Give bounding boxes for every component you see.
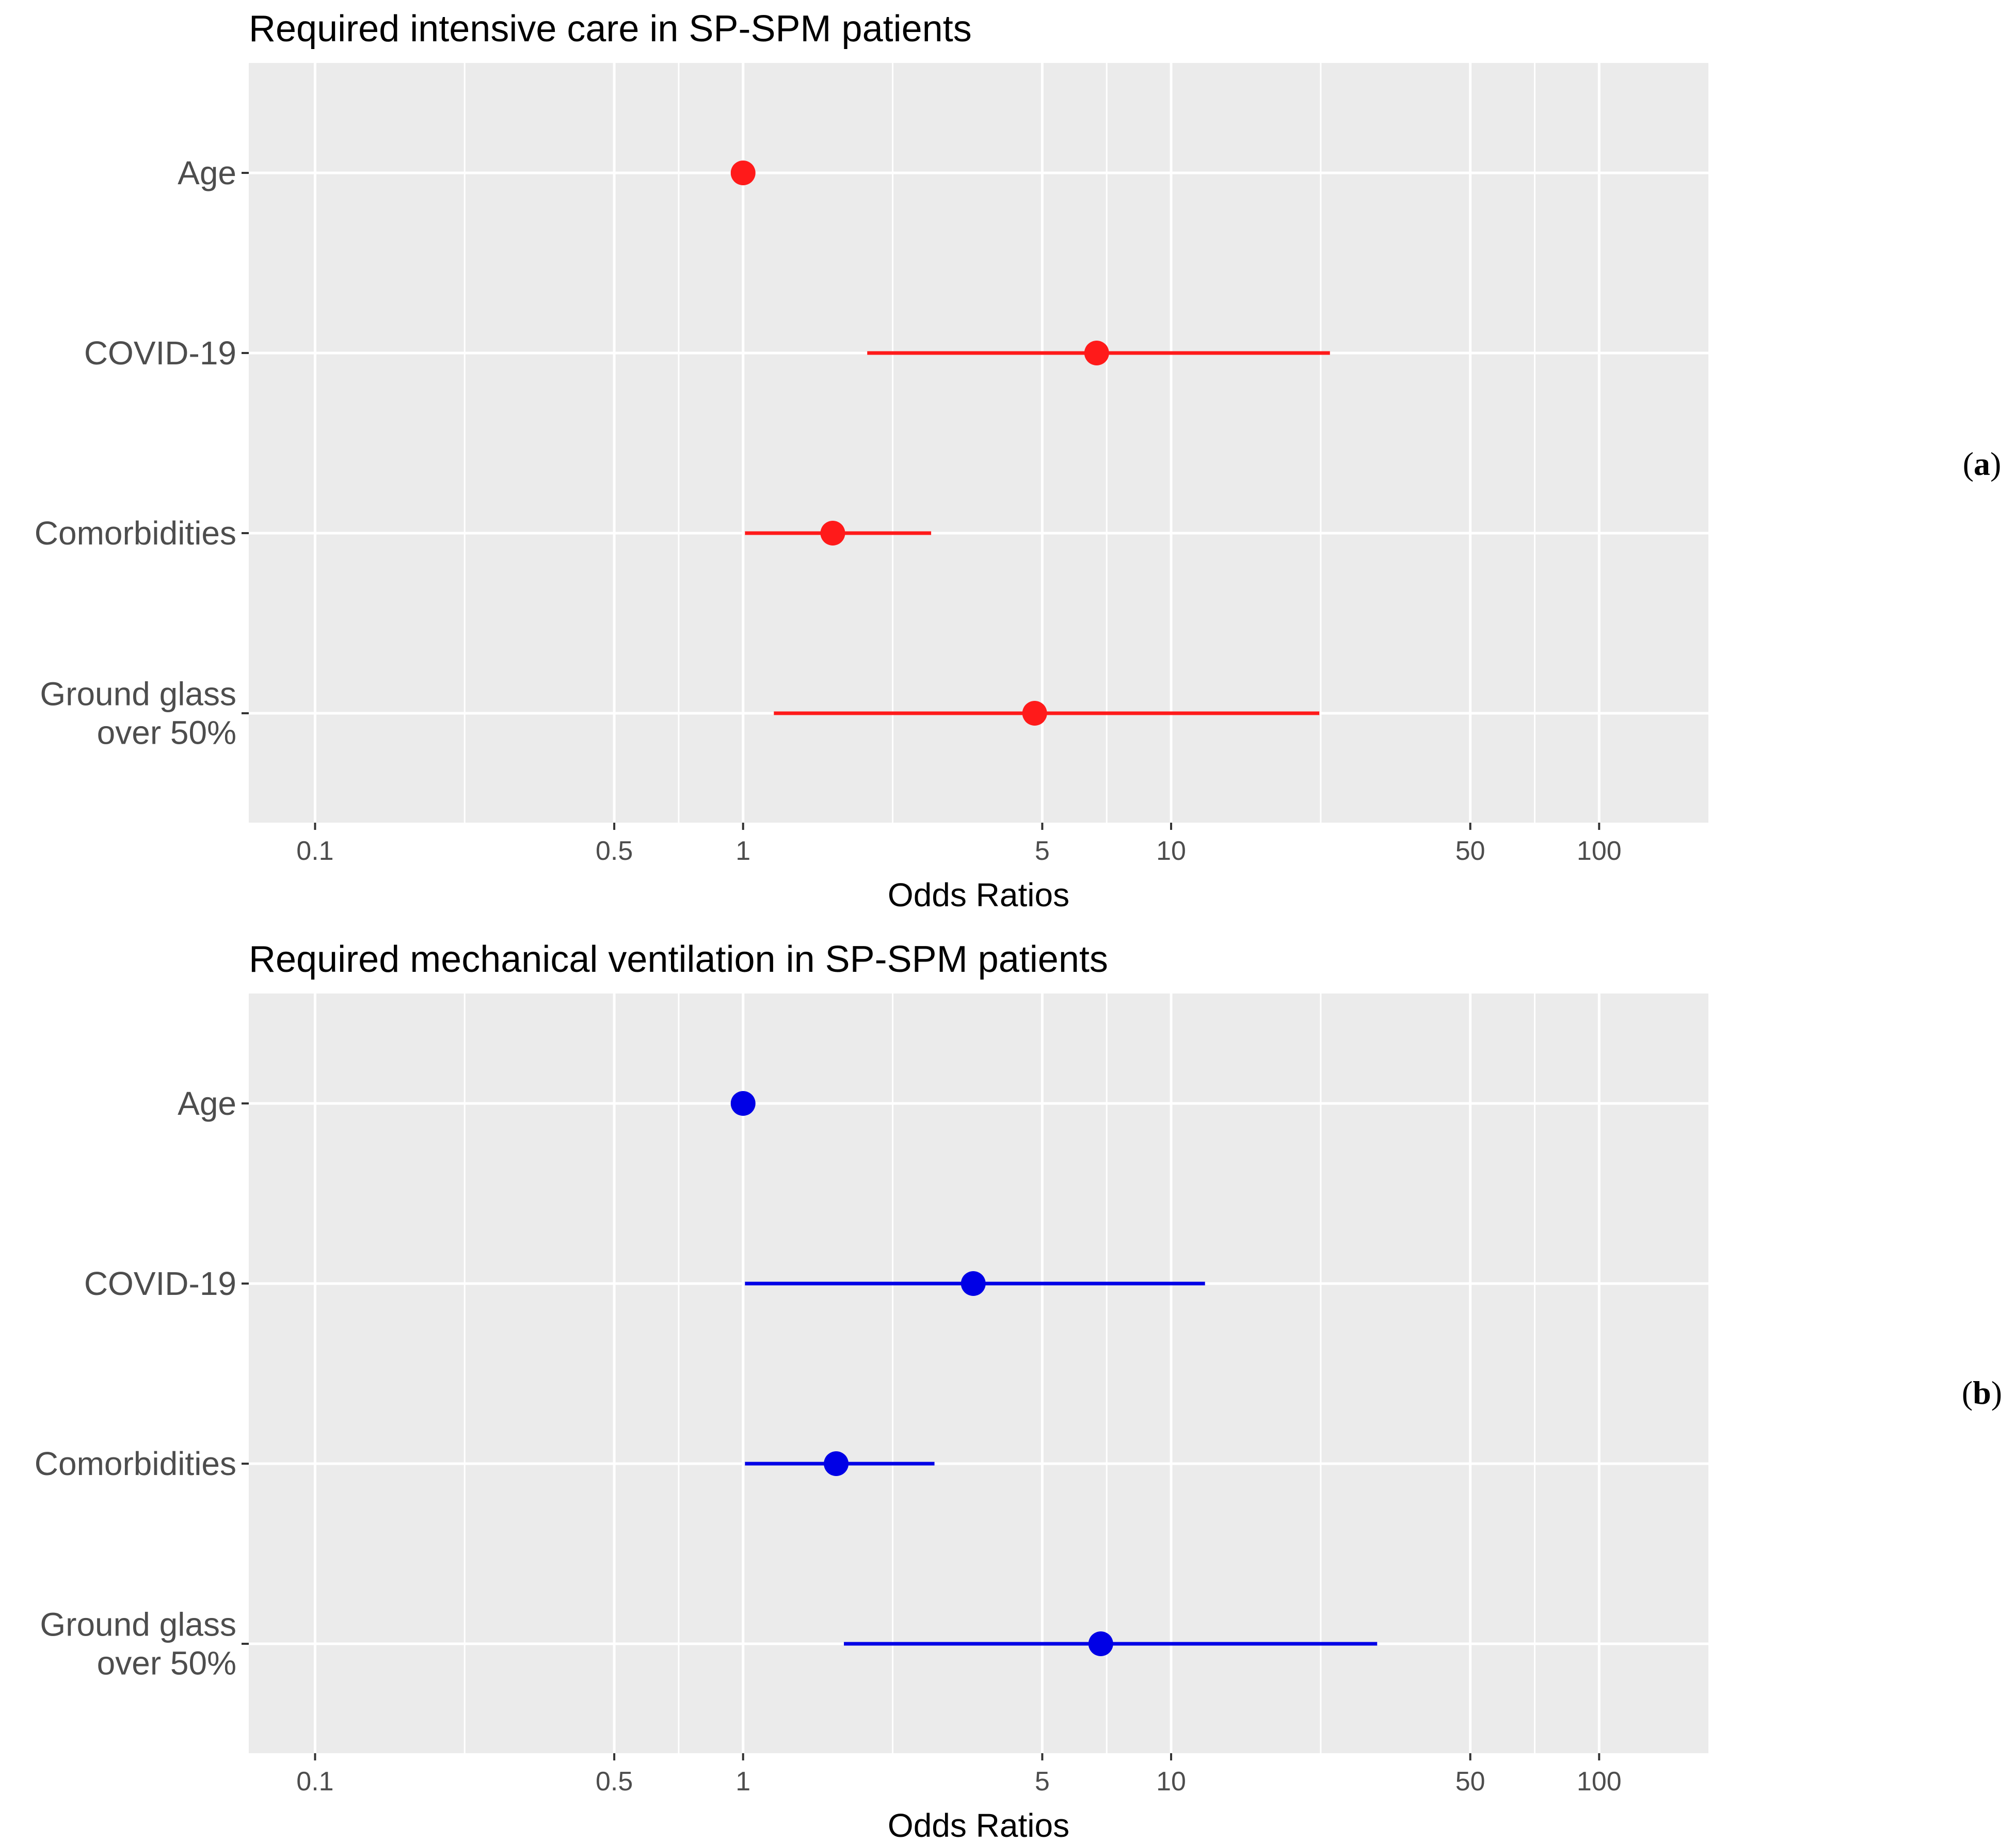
panel-tag: (b) xyxy=(1962,1374,2002,1411)
x-tick-label: 100 xyxy=(1577,1767,1622,1797)
x-tick-label: 5 xyxy=(1035,1767,1050,1797)
panel-tag-open: ( xyxy=(1963,445,1974,482)
row-label-line: Ground glass xyxy=(40,1606,236,1643)
row-label-line: Age xyxy=(178,1085,236,1122)
x-tick-label: 50 xyxy=(1455,1767,1485,1797)
row-label: Comorbidities xyxy=(35,1445,236,1482)
odds-ratio-point xyxy=(1084,341,1109,365)
row-label-line: COVID-19 xyxy=(84,334,236,372)
odds-ratio-point xyxy=(1022,701,1047,726)
plot-panel-background xyxy=(249,993,1708,1753)
chart-panel-b: Required mechanical ventilation in SP-SP… xyxy=(35,939,2002,1843)
panel-tag: (a) xyxy=(1963,445,2002,482)
row-label: Comorbidities xyxy=(35,515,236,552)
row-label: Ground glass over 50% xyxy=(40,1606,236,1682)
row-label: COVID-19 xyxy=(84,1265,236,1302)
row-label-line: over 50% xyxy=(97,714,236,751)
odds-ratio-point xyxy=(1088,1631,1113,1656)
row-label-line: COVID-19 xyxy=(84,1265,236,1302)
odds-ratio-point xyxy=(730,1091,756,1116)
x-tick-label: 100 xyxy=(1577,836,1622,866)
x-tick-label: 5 xyxy=(1035,836,1050,866)
x-axis-label: Odds Ratios xyxy=(888,1807,1069,1843)
row-label-line: Comorbidities xyxy=(35,1445,236,1482)
panel-tag-letter: a xyxy=(1974,445,1990,482)
row-label: Age xyxy=(178,154,236,191)
odds-ratio-point xyxy=(961,1271,986,1296)
x-tick-label: 0.5 xyxy=(596,836,633,866)
panel-tag-close: ) xyxy=(1990,445,2001,482)
row-label: Age xyxy=(178,1085,236,1122)
odds-ratio-point xyxy=(820,521,845,546)
chart-title: Required mechanical ventilation in SP-SP… xyxy=(249,939,1108,980)
x-tick-label: 10 xyxy=(1156,836,1186,866)
row-label-line: Age xyxy=(178,154,236,191)
row-label: Ground glass over 50% xyxy=(40,676,236,751)
row-label-line: Comorbidities xyxy=(35,515,236,552)
x-tick-label: 1 xyxy=(735,1767,750,1797)
odds-ratio-point xyxy=(824,1451,849,1476)
chart-panel-a: Required intensive care in SP-SPM patien… xyxy=(35,8,2002,914)
x-tick-label: 0.1 xyxy=(296,836,333,866)
row-label-line: Ground glass xyxy=(40,676,236,713)
x-axis-label: Odds Ratios xyxy=(888,876,1069,914)
chart-title: Required intensive care in SP-SPM patien… xyxy=(249,8,972,50)
x-tick-label: 0.5 xyxy=(596,1767,633,1797)
x-tick-label: 1 xyxy=(735,836,750,866)
x-tick-label: 50 xyxy=(1455,836,1485,866)
odds-ratio-point xyxy=(730,161,756,185)
plot-panel-background xyxy=(249,63,1708,823)
panel-tag-letter: b xyxy=(1973,1374,1991,1411)
panel-tag-close: ) xyxy=(1991,1374,2002,1411)
x-tick-label: 0.1 xyxy=(296,1767,333,1797)
row-label: COVID-19 xyxy=(84,334,236,372)
x-tick-label: 10 xyxy=(1156,1767,1186,1797)
row-label-line: over 50% xyxy=(97,1645,236,1682)
panel-tag-open: ( xyxy=(1962,1374,1973,1411)
